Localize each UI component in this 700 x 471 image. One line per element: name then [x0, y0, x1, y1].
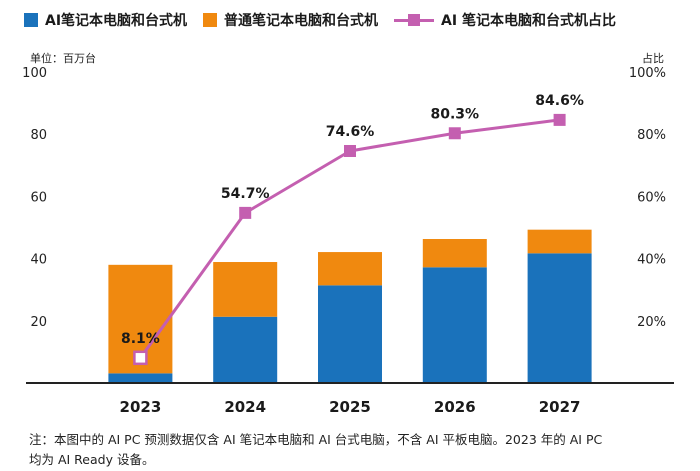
- bar-ai-2025: [318, 285, 382, 383]
- legend-item-ai: AI笔记本电脑和台式机: [24, 10, 187, 30]
- legend: AI笔记本电脑和台式机 普通笔记本电脑和台式机 AI 笔记本电脑和台式机占比: [24, 10, 616, 30]
- x-tick-label: 2024: [224, 398, 266, 416]
- share-data-label: 84.6%: [535, 93, 584, 109]
- y-tick-label: 60: [30, 190, 47, 205]
- left-axis-unit: 单位：百万台: [30, 52, 96, 65]
- legend-item-regular: 普通笔记本电脑和台式机: [203, 10, 378, 30]
- share-marker-2025: [344, 144, 356, 157]
- share-marker-2024: [239, 206, 252, 219]
- x-tick-label: 2026: [434, 398, 476, 416]
- legend-swatch-share: [394, 13, 435, 27]
- y-tick-label: 80: [30, 128, 47, 143]
- footnote-line-2: 均为 AI Ready 设备。: [29, 452, 155, 467]
- legend-label-regular: 普通笔记本电脑和台式机: [224, 13, 379, 29]
- y2-tick-label: 100%: [629, 66, 666, 81]
- legend-label-ai: AI笔记本电脑和台式机: [45, 13, 188, 29]
- y2-tick-label: 40%: [637, 253, 666, 268]
- legend-item-share: AI 笔记本电脑和台式机占比: [394, 10, 616, 30]
- legend-label-share: AI 笔记本电脑和台式机占比: [441, 13, 616, 29]
- bar-regular-2025: [318, 252, 382, 286]
- share-marker-2027: [553, 113, 566, 126]
- x-tick-label: 2025: [329, 398, 371, 416]
- share-data-label: 80.3%: [431, 106, 480, 122]
- bar-regular-2026: [422, 239, 487, 268]
- y2-tick-label: 60%: [637, 190, 666, 205]
- y-tick-label: 100: [22, 66, 47, 81]
- share-data-label: 8.1%: [121, 331, 160, 347]
- y-tick-label: 40: [30, 253, 47, 268]
- bar-regular-2024: [213, 262, 278, 317]
- share-marker-2023: [133, 350, 148, 366]
- bar-ai-2023: [108, 373, 173, 383]
- bar-regular-2027: [527, 229, 592, 254]
- bar-ai-2024: [213, 316, 278, 383]
- x-tick-label: 2023: [120, 398, 162, 416]
- y2-tick-label: 20%: [637, 315, 666, 330]
- x-tick-label: 2027: [539, 398, 581, 416]
- legend-swatch-ai: [24, 13, 38, 27]
- legend-swatch-regular: [203, 13, 218, 27]
- footnote-line-1: 注：本图中的 AI PC 预测数据仅含 AI 笔记本电脑和 AI 台式电脑，不含…: [29, 432, 603, 447]
- bar-ai-2027: [527, 253, 592, 383]
- share-marker-2026: [448, 127, 461, 140]
- y2-tick-label: 80%: [637, 128, 666, 143]
- share-data-label: 54.7%: [221, 186, 270, 202]
- bar-ai-2026: [422, 267, 487, 383]
- share-data-label: 74.6%: [326, 124, 375, 140]
- right-axis-unit: 占比: [642, 52, 664, 65]
- footnote: 注：本图中的 AI PC 预测数据仅含 AI 笔记本电脑和 AI 台式电脑，不含…: [29, 430, 669, 470]
- y-tick-label: 20: [30, 315, 47, 330]
